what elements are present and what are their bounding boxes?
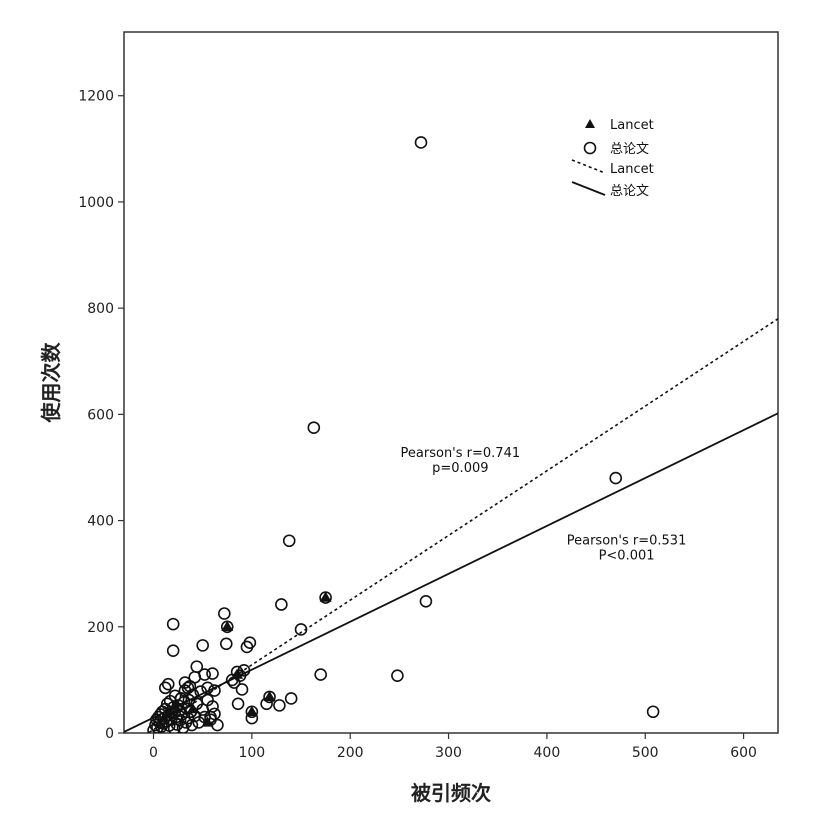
point-total [219, 637, 233, 651]
point-lancet [221, 620, 234, 631]
point-total [235, 683, 249, 696]
point-total [208, 684, 221, 697]
point-total [206, 667, 219, 680]
pearson-annotation-2-line-1: Pearson's r=0.531 [567, 533, 687, 548]
point-lancet [201, 716, 214, 727]
point-total [414, 136, 428, 149]
point-total [196, 639, 209, 652]
legend-label-total-line: 总论文 [610, 184, 649, 199]
x-tick-label: 100 [238, 745, 265, 761]
point-total [646, 705, 660, 719]
legend-line-total [571, 181, 606, 196]
x-axis-title: 被引频次 [411, 781, 491, 805]
point-lancet [319, 591, 332, 602]
y-tick-label: 400 [87, 514, 114, 530]
pearson-annotation-1-line-2: p=0.009 [432, 461, 488, 476]
point-lancet [162, 708, 175, 719]
point-total [314, 668, 327, 681]
point-total [273, 699, 286, 712]
point-total [284, 692, 298, 705]
point-total [181, 681, 195, 695]
point-total [173, 713, 187, 727]
x-tick-label: 200 [337, 745, 364, 761]
fit-line-total [124, 412, 778, 733]
point-total [231, 697, 245, 711]
legend-marker-lancet [585, 119, 595, 128]
y-tick-label: 200 [87, 620, 114, 636]
point-total [275, 598, 288, 611]
y-tick-label: 1000 [78, 195, 114, 211]
point-total [609, 471, 623, 485]
point-total [218, 607, 231, 620]
point-lancet [263, 690, 276, 702]
x-tick-label: 0 [149, 745, 158, 761]
pearson-annotation-1-line-1: Pearson's r=0.741 [401, 446, 521, 461]
point-total [194, 685, 208, 698]
point-lancet [231, 668, 244, 679]
y-tick-label: 0 [105, 726, 114, 742]
point-total [208, 707, 221, 721]
point-total [198, 668, 211, 681]
plot-frame [123, 31, 779, 734]
y-tick-label: 600 [87, 407, 114, 423]
x-tick-label: 300 [435, 745, 462, 761]
point-lancet [169, 700, 182, 711]
point-total [159, 681, 172, 695]
plot-area [124, 136, 778, 733]
x-tick-label: 500 [632, 745, 659, 761]
point-total [201, 681, 214, 695]
fit-line-lancet [146, 318, 778, 733]
y-tick-label: 1200 [78, 89, 114, 105]
point-lancet [186, 703, 199, 714]
legend-line-lancet [571, 159, 606, 174]
point-total [237, 664, 251, 677]
legend-label-lancet-line: Lancet [610, 162, 654, 177]
point-lancet [245, 705, 258, 716]
legend-label-lancet-marker: Lancet [610, 118, 654, 133]
point-total [243, 636, 257, 650]
point-total [185, 718, 199, 732]
point-total [307, 421, 321, 434]
pearson-annotation-2-line-2: P<0.001 [599, 548, 655, 563]
point-total [166, 617, 180, 631]
point-total [161, 677, 175, 691]
y-axis-title: 使用次数 [39, 342, 63, 424]
x-tick-label: 600 [730, 745, 757, 761]
x-tick-label: 400 [534, 745, 561, 761]
point-total [419, 594, 433, 608]
point-total [282, 534, 296, 548]
legend-marker-total [583, 141, 597, 155]
point-total [391, 669, 404, 682]
point-total [166, 644, 180, 657]
point-total [174, 692, 188, 705]
legend-label-total-marker: 总论文 [610, 142, 649, 157]
point-total [190, 660, 204, 673]
point-total [294, 623, 308, 636]
y-tick-label: 800 [87, 301, 114, 317]
